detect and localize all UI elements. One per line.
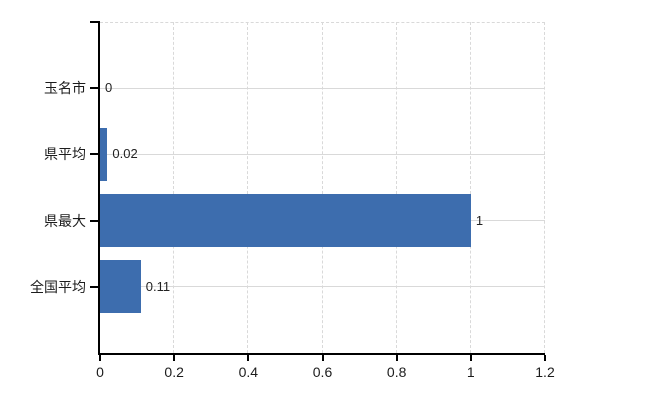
y-axis-tick: [90, 153, 98, 156]
gridline-vertical: [173, 22, 175, 353]
gridline-vertical: [321, 22, 323, 353]
x-axis-tick: [321, 355, 324, 361]
gridline-vertical: [247, 22, 249, 353]
y-axis-label: 県最大: [44, 212, 86, 229]
x-axis-tick: [469, 355, 472, 361]
gridline-vertical: [395, 22, 397, 353]
y-axis-line: [98, 21, 100, 353]
gridline-horizontal: [100, 87, 545, 89]
x-axis-tick: [173, 355, 176, 361]
x-axis-tick-label: 0.6: [312, 364, 333, 380]
plot-area: 0 0.02 1 0.11: [90, 21, 546, 361]
gridline-horizontal: [100, 153, 545, 155]
bar-value-label: 0: [105, 80, 113, 96]
x-axis-tick-label: 0: [96, 364, 104, 380]
plot-top-gridline: [100, 22, 545, 23]
bar-value-label: 0.02: [112, 146, 138, 162]
bar-2: [100, 194, 471, 248]
bar-value-label: 0.11: [145, 278, 171, 294]
y-axis-label: 県平均: [44, 146, 86, 163]
x-axis-tick-label: 1.2: [535, 364, 555, 380]
x-axis-tick: [544, 355, 546, 361]
x-axis-line: [98, 353, 545, 355]
y-axis-end-tick: [90, 21, 98, 23]
y-axis-tick: [90, 219, 98, 222]
x-axis-tick-label: 1: [466, 364, 475, 380]
x-axis-tick-label: 0.4: [238, 364, 259, 380]
y-axis-tick: [90, 285, 98, 288]
bar-value-label: 1: [475, 212, 484, 228]
gridline-horizontal: [100, 286, 545, 288]
x-axis-tick-label: 0.8: [386, 364, 407, 380]
y-axis-label: 玉名市: [44, 80, 86, 97]
bar-3: [100, 260, 141, 314]
gridline-vertical: [469, 22, 471, 353]
bar-1: [100, 127, 108, 181]
x-axis-tick: [99, 355, 101, 361]
y-axis-label: 全国平均: [30, 278, 86, 295]
x-axis-tick: [395, 355, 398, 361]
x-axis-tick-label: 0.2: [164, 364, 184, 380]
x-axis-tick: [247, 355, 250, 361]
y-axis-tick: [90, 87, 98, 90]
gridline-vertical: [544, 22, 545, 353]
